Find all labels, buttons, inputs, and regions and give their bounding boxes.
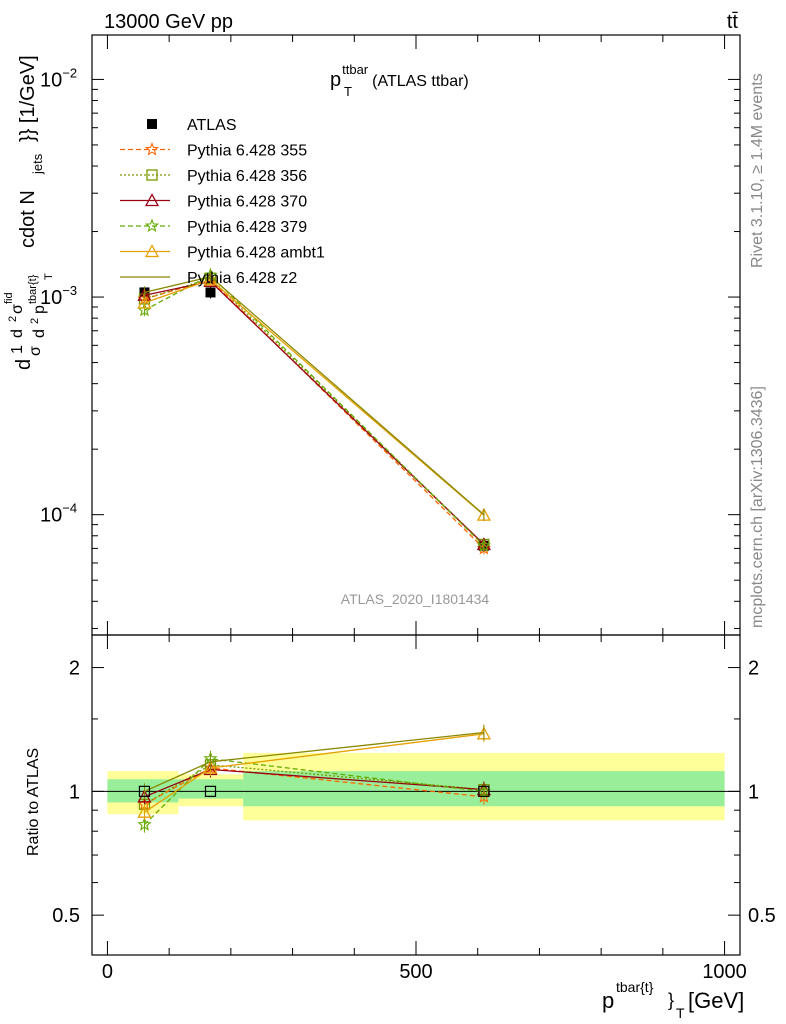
svg-text:cdot N: cdot N (17, 190, 39, 248)
rivet-label: Rivet 3.1.10, ≥ 1.4M events (749, 73, 766, 268)
band-green-1 (178, 779, 244, 799)
main-line-6 (144, 275, 485, 516)
legend-marker-1 (144, 141, 160, 156)
ratio-y-axis-label: Ratio to ATLAS (25, 748, 42, 856)
svg-text:d: d (31, 329, 48, 338)
main-line-5 (144, 279, 485, 516)
main-marker-4-2 (476, 538, 492, 552)
legend-label-5: Pythia 6.428 ambt1 (187, 245, 325, 262)
analysis-id: ATLAS_2020_I1801434 (341, 591, 490, 607)
svg-text:tbar{t}: tbar{t} (616, 979, 654, 995)
svg-text:2: 2 (29, 318, 41, 324)
main-ytick-label-0: 10−2 (40, 65, 77, 91)
header-process: tt̄ (727, 11, 739, 33)
svg-text:}} [1/GeV]: }} [1/GeV] (17, 55, 39, 142)
legend-marker-2 (146, 169, 158, 181)
ratio-uncertainty-bands (92, 752, 740, 821)
main-line-1 (144, 279, 485, 549)
legend-label-2: Pythia 6.428 356 (187, 168, 307, 185)
svg-text:T: T (676, 1005, 685, 1021)
ratio-marker-3-0 (137, 817, 152, 831)
main-line-2 (144, 277, 485, 545)
header-energy: 13000 GeV pp (104, 11, 233, 33)
ratio-ytick-label-left-1: 1 (69, 781, 80, 803)
svg-text:σ: σ (9, 304, 26, 314)
ratio-ytick-label-right-0: 0.5 (748, 905, 776, 927)
svg-text:fid: fid (3, 292, 15, 304)
xtick-label-1: 500 (399, 961, 432, 983)
svg-text:d: d (9, 329, 26, 338)
main-line-4 (144, 274, 485, 547)
legend-label-0: ATLAS (187, 117, 237, 134)
ratio-ref-marker-2 (478, 785, 490, 797)
plot-title-sub: T (344, 84, 352, 99)
main-ytick-label-1: 10−3 (40, 283, 77, 309)
plot-title: pttbar(ATLAS ttbar) (330, 62, 469, 91)
band-green-0 (107, 779, 179, 803)
legend-label-6: Pythia 6.428 z2 (187, 270, 297, 287)
ratio-line-3 (144, 758, 484, 826)
ratio-marker-3-2 (476, 783, 492, 798)
legend-marker-4 (144, 218, 160, 233)
x-axis-label: p tbar{t} } T [GeV] (602, 979, 744, 1021)
svg-text:p: p (31, 305, 48, 314)
ratio-ytick-label-right-2: 2 (748, 658, 759, 680)
svg-text:d: d (13, 359, 35, 370)
legend-label-4: Pythia 6.428 379 (187, 219, 307, 236)
ratio-ytick-label-right-1: 1 (748, 781, 759, 803)
main-ytick-label-2: 10−4 (40, 501, 77, 527)
svg-text:σ: σ (27, 346, 44, 356)
ratio-series-lines (137, 724, 492, 833)
ratio-ref-marker-0 (138, 785, 151, 797)
ratio-ytick-label-left-2: 2 (69, 658, 80, 680)
main-line-3 (144, 280, 485, 545)
ratio-ytick-label-left-0: 0.5 (52, 905, 80, 927)
svg-text:T: T (43, 273, 55, 280)
xtick-label-0: 0 (102, 961, 113, 983)
main-series-lines (137, 267, 492, 555)
legend-label-1: Pythia 6.428 355 (187, 143, 307, 160)
svg-text:1: 1 (9, 345, 26, 354)
main-marker-0-1 (205, 287, 216, 298)
legend-marker-3 (144, 193, 160, 207)
mcplots-label: mcplots.cern.ch [arXiv:1306.3436] (749, 386, 766, 628)
legend: ATLAS Pythia 6.428 355 Pythia 6.428 356 Pyt… (120, 117, 325, 287)
svg-text:p: p (602, 988, 614, 1013)
ratio-marker-4-1 (203, 760, 218, 774)
ratio-marker-4-0 (137, 804, 152, 818)
svg-text:jets: jets (30, 153, 45, 175)
main-marker-5-0 (137, 295, 152, 309)
svg-text:}: } (668, 990, 674, 1010)
legend-marker-5 (144, 244, 160, 258)
legend-label-3: Pythia 6.428 370 (187, 194, 307, 211)
xtick-label-2: 1000 (702, 961, 747, 983)
upper-y-axis-label: d 1 σ d 2 σ fid d 2 p tbar{t} T cdot N j… (3, 55, 55, 370)
ratio-ref-marker-1 (204, 785, 217, 797)
svg-text:tbar{t}: tbar{t} (27, 274, 39, 304)
svg-text:2: 2 (7, 316, 19, 322)
legend-marker-0 (147, 119, 157, 129)
axis-ticks: 10−2 10−3 10−4 0.5 0.5 1 1 2 2 0 500 1000 (40, 35, 776, 983)
svg-text:[GeV]: [GeV] (688, 988, 744, 1013)
